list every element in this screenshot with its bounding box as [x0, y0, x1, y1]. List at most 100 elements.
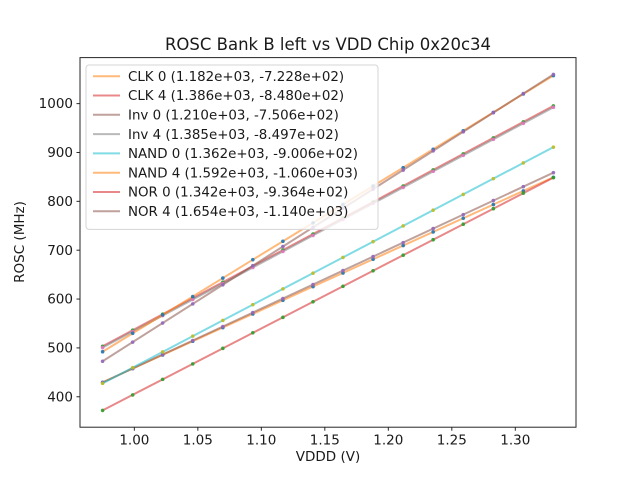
x-tick-label: 1.05: [183, 433, 213, 449]
chart-title: ROSC Bank B left vs VDD Chip 0x20c34: [165, 35, 491, 54]
data-point: [251, 302, 255, 307]
legend-label: CLK 0 (1.182e+03, -7.228e+02): [128, 70, 344, 85]
data-point: [190, 302, 195, 306]
y-tick-label: 800: [47, 194, 73, 210]
legend-label: Inv 4 (1.385e+03, -8.497e+02): [128, 128, 339, 143]
x-axis-ticks-group: 1.00 1.05 1.10 1.15 1.20 1.25 1.30: [119, 427, 530, 449]
data-point: [100, 345, 105, 350]
data-point: [551, 72, 556, 77]
data-point: [491, 206, 496, 211]
data-point: [461, 212, 466, 217]
fit-line-nor-0: [101, 176, 555, 412]
data-point: [401, 253, 405, 258]
data-point: [190, 294, 195, 299]
legend-label: NAND 4 (1.592e+03, -1.060e+03): [128, 166, 358, 181]
data-point: [281, 296, 285, 301]
data-point: [160, 313, 165, 317]
y-tick-label: 1000: [39, 96, 73, 112]
data-point: [551, 105, 556, 110]
y-tick-label: 500: [47, 341, 73, 357]
data-point: [190, 338, 195, 343]
data-point: [461, 192, 466, 197]
x-axis-label: VDDD (V): [296, 449, 360, 465]
y-tick-label: 700: [47, 243, 73, 259]
data-point: [371, 257, 375, 262]
y-axis-label: ROSC (MHz): [12, 201, 28, 283]
legend-label: Inv 0 (1.210e+03, -7.506e+02): [128, 109, 339, 124]
fit-line-inv-0: [101, 171, 555, 384]
data-point: [130, 393, 135, 397]
data-point: [401, 224, 405, 228]
data-point: [431, 230, 435, 234]
data-point: [551, 175, 556, 180]
data-point: [461, 153, 466, 158]
x-tick-label: 1.20: [373, 433, 403, 449]
data-point: [100, 381, 105, 386]
data-point: [491, 110, 496, 115]
data-point: [221, 318, 225, 323]
data-point: [551, 170, 556, 175]
data-point: [371, 268, 375, 273]
data-point: [251, 310, 255, 315]
data-point: [130, 365, 135, 370]
x-tick-label: 1.00: [119, 433, 149, 449]
data-point: [130, 340, 135, 344]
data-point: [281, 315, 285, 320]
legend-label: NOR 0 (1.342e+03, -9.364e+02): [128, 186, 348, 201]
y-tick-label: 400: [47, 389, 73, 405]
data-point: [401, 168, 405, 172]
data-point: [461, 216, 466, 221]
data-point: [251, 263, 255, 268]
data-point: [371, 254, 375, 259]
legend-frame: [85, 64, 379, 230]
data-point: [521, 121, 526, 126]
axes-frame: [79, 57, 577, 428]
data-point: [281, 244, 285, 249]
fit-line-nand-0: [101, 146, 555, 385]
data-point: [100, 359, 105, 364]
data-point: [341, 268, 345, 273]
data-point: [160, 350, 165, 354]
data-point: [221, 324, 225, 329]
data-point: [461, 130, 466, 134]
data-point: [551, 145, 556, 149]
data-point: [401, 240, 405, 245]
data-point: [521, 161, 526, 165]
data-point: [521, 91, 526, 96]
data-point: [190, 362, 195, 366]
data-point: [221, 276, 225, 280]
data-point: [401, 185, 405, 190]
data-point: [190, 297, 195, 302]
data-point: [281, 287, 285, 291]
data-point: [190, 334, 195, 338]
data-point: [491, 198, 496, 203]
legend-label: NAND 0 (1.362e+03, -9.006e+02): [128, 147, 358, 162]
data-point: [431, 169, 435, 174]
x-tick-label: 1.10: [246, 433, 276, 449]
data-point: [160, 377, 165, 382]
y-tick-label: 900: [47, 145, 73, 161]
data-point: [251, 331, 255, 335]
x-tick-label: 1.30: [500, 433, 530, 449]
data-point: [160, 321, 165, 325]
data-point: [491, 202, 496, 207]
data-point: [221, 282, 225, 287]
data-point: [341, 284, 345, 289]
data-point: [521, 184, 526, 189]
data-point: [431, 237, 435, 242]
data-point: [431, 149, 435, 153]
data-point: [281, 249, 285, 254]
data-point: [130, 331, 135, 336]
data-point: [401, 243, 405, 248]
data-point: [521, 191, 526, 195]
x-tick-label: 1.15: [310, 433, 340, 449]
data-point: [431, 226, 435, 231]
data-point: [311, 282, 315, 287]
data-point: [311, 271, 315, 275]
data-point: [221, 346, 225, 351]
legend: CLK 0 (1.182e+03, -7.228e+02) CLK 4 (1.38…: [85, 64, 379, 230]
data-point: [491, 176, 496, 181]
data-point: [431, 208, 435, 212]
